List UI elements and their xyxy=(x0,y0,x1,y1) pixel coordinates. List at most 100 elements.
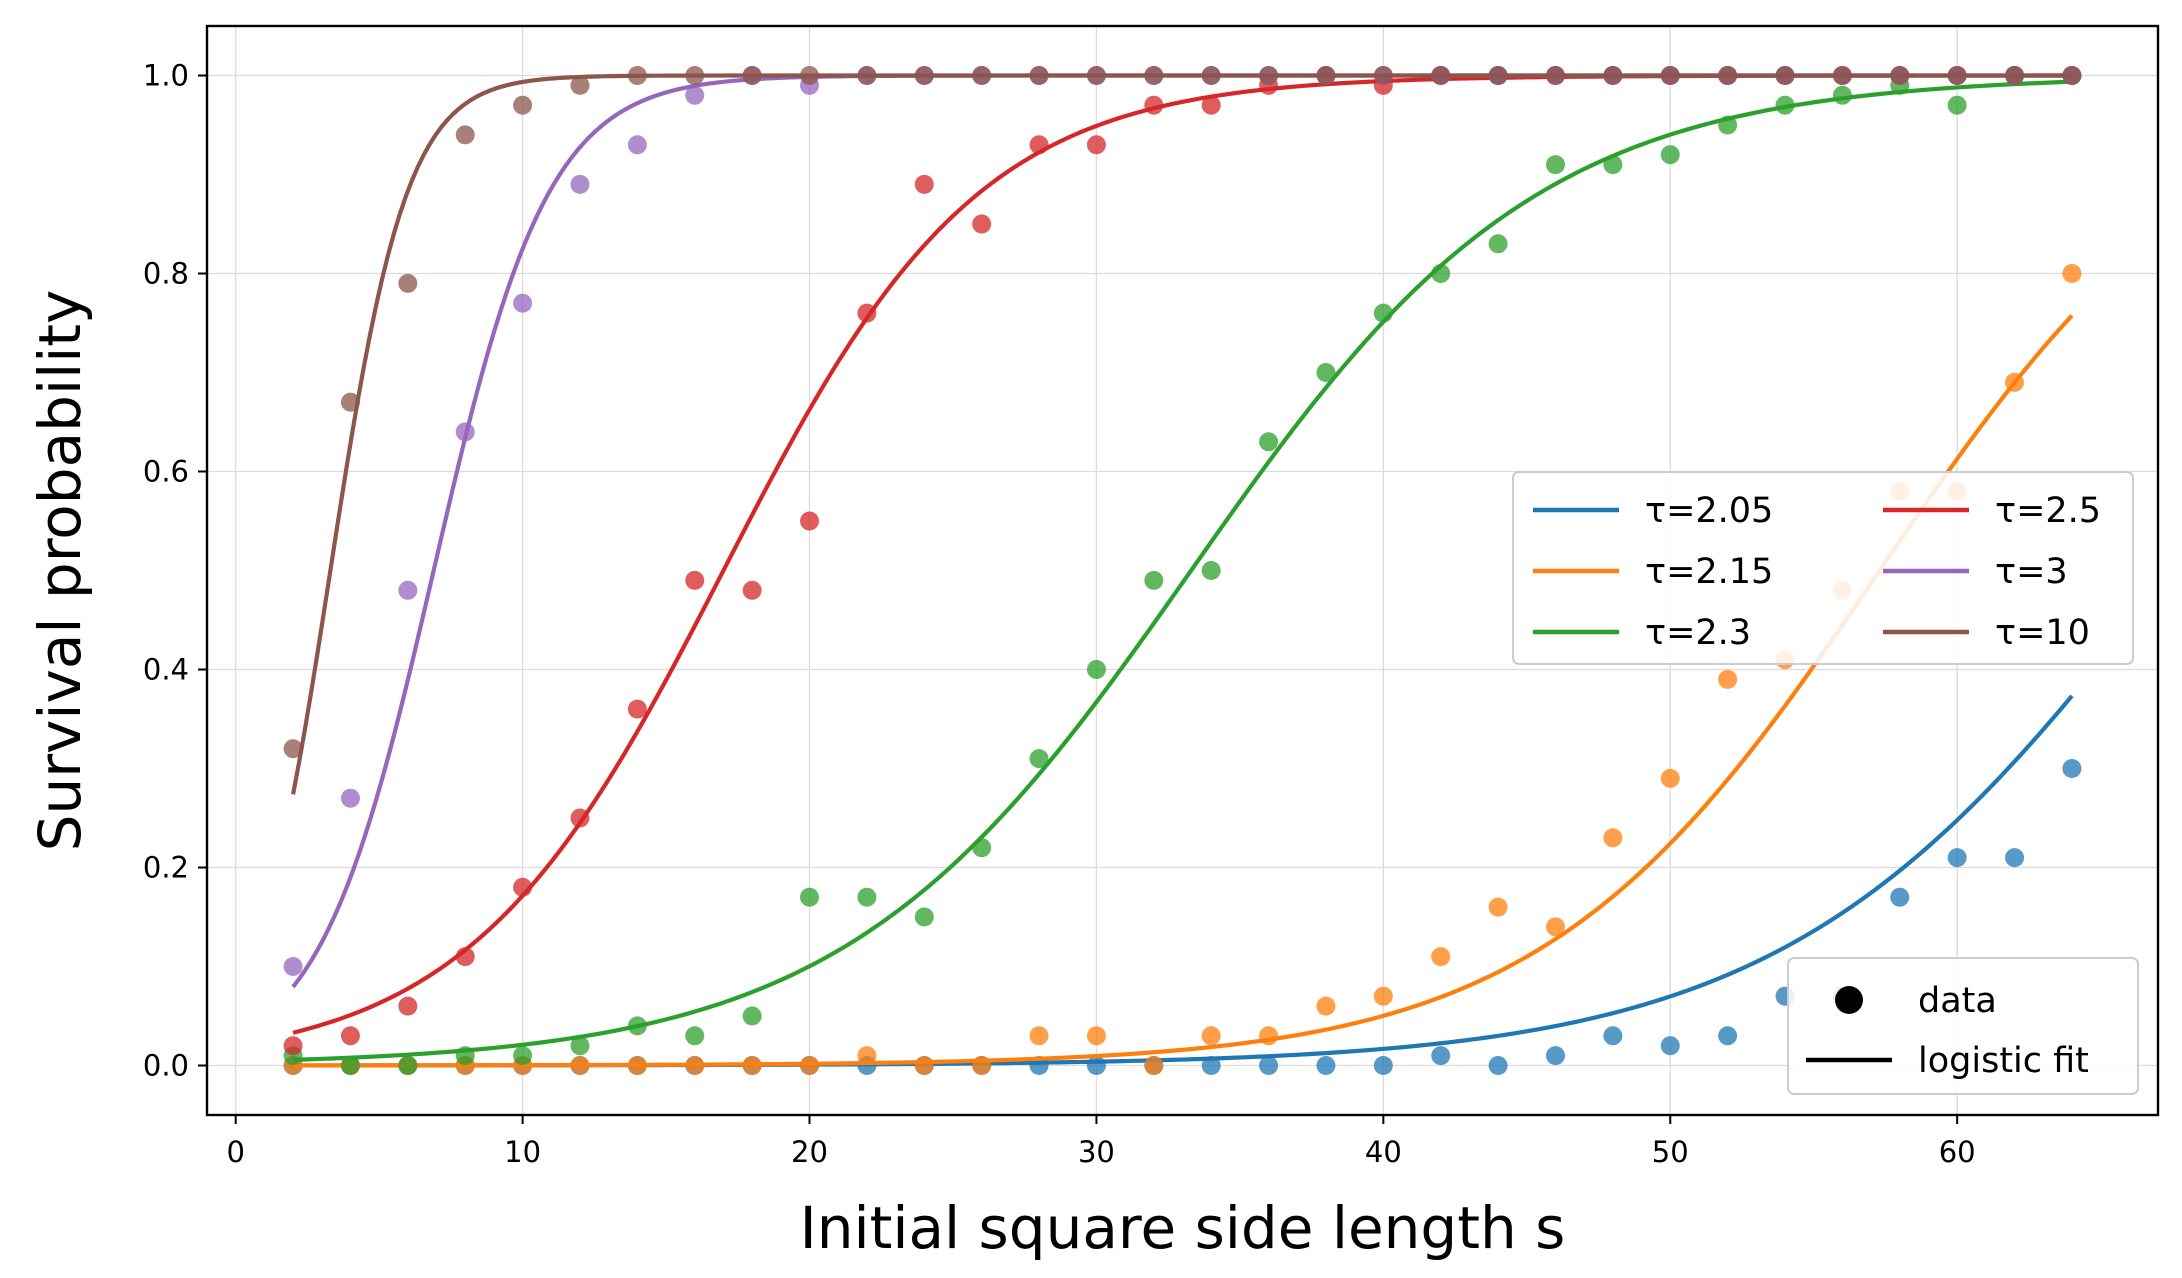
data-point xyxy=(455,422,475,442)
legend-entry: τ=3 xyxy=(1883,552,2068,592)
data-point xyxy=(570,1036,590,1056)
legend-label: τ=2.3 xyxy=(1645,613,1751,653)
y-tick-label: 0.0 xyxy=(143,1049,189,1083)
legend-style-entry: data xyxy=(1835,981,1997,1021)
x-tick-label: 50 xyxy=(1652,1135,1689,1169)
data-point xyxy=(800,511,820,531)
legend-label: τ=2.5 xyxy=(1995,491,2101,531)
data-point xyxy=(1660,1036,1680,1056)
data-point xyxy=(857,887,877,907)
data-point xyxy=(398,273,418,293)
legend-label: τ=2.15 xyxy=(1645,552,1773,592)
data-point xyxy=(1259,66,1279,85)
data-point xyxy=(1259,1056,1279,1075)
fit-line xyxy=(293,79,2073,1062)
data-point xyxy=(685,66,705,85)
data-point xyxy=(1718,66,1738,85)
data-point xyxy=(1201,66,1221,85)
data-point xyxy=(914,1056,934,1075)
data-point xyxy=(1086,135,1106,155)
data-point xyxy=(1545,1046,1565,1066)
ticks: 0 10 20 30 40 50 60 0.0 0.2 0.4 0.6 0.8 1.0 xyxy=(143,59,1976,1170)
data-point xyxy=(1144,95,1164,115)
data-point xyxy=(340,1056,360,1075)
data-point xyxy=(1201,561,1221,580)
data-point xyxy=(513,95,533,115)
legend-series-frame xyxy=(1512,471,2134,665)
data-point xyxy=(1832,85,1852,105)
data-point xyxy=(1488,897,1508,917)
data-point xyxy=(627,1056,647,1075)
data-point xyxy=(1890,66,1910,85)
data-point xyxy=(1201,95,1221,115)
data-point xyxy=(800,66,820,85)
data-point xyxy=(1431,264,1451,283)
data-point xyxy=(1259,1026,1279,1046)
data-point xyxy=(1718,1026,1738,1046)
data-point xyxy=(513,293,533,313)
data-point xyxy=(1545,66,1565,85)
data-point xyxy=(1603,66,1623,85)
data-point xyxy=(1086,66,1106,85)
data-point xyxy=(1660,768,1680,788)
legend-label: τ=2.05 xyxy=(1645,491,1773,531)
legend-entry: τ=2.5 xyxy=(1883,491,2101,531)
data-point xyxy=(570,808,590,828)
data-point xyxy=(455,947,475,967)
data-point xyxy=(972,1056,992,1075)
legend-entry: τ=10 xyxy=(1883,613,2090,653)
data-point xyxy=(914,174,934,194)
data-point xyxy=(570,174,590,194)
data-point xyxy=(1029,135,1049,155)
x-tick-label: 40 xyxy=(1365,1135,1402,1169)
data-point xyxy=(1890,887,1910,907)
data-point xyxy=(685,570,705,590)
data-point xyxy=(1545,917,1565,937)
data-point xyxy=(1718,669,1738,689)
data-point xyxy=(742,1006,762,1026)
series-5 xyxy=(283,66,2082,795)
data-point xyxy=(1144,66,1164,85)
data-point xyxy=(742,66,762,85)
data-point xyxy=(1488,1056,1508,1075)
data-point xyxy=(1373,303,1393,323)
data-point xyxy=(1373,66,1393,85)
data-point xyxy=(570,1056,590,1075)
data-point xyxy=(1775,66,1795,85)
legend-dot-marker xyxy=(1835,986,1863,1014)
x-tick-label: 10 xyxy=(504,1135,541,1169)
data-point xyxy=(513,1046,533,1066)
data-point xyxy=(1316,996,1336,1016)
data-point xyxy=(1947,95,1967,115)
data-point xyxy=(1603,155,1623,175)
x-tick-label: 30 xyxy=(1078,1135,1115,1169)
data-point xyxy=(1086,1026,1106,1046)
data-point xyxy=(513,877,533,897)
data-point xyxy=(283,957,303,976)
data-point xyxy=(800,1056,820,1075)
y-axis-title: Survival probability xyxy=(26,290,94,852)
data-point xyxy=(685,1026,705,1046)
data-point xyxy=(2005,848,2025,868)
data-point xyxy=(1775,95,1795,115)
data-point xyxy=(1201,1056,1221,1075)
data-point xyxy=(2005,372,2025,392)
y-tick-label: 0.4 xyxy=(143,653,189,687)
data-point xyxy=(283,739,303,759)
y-tick-label: 0.6 xyxy=(143,455,189,489)
data-point xyxy=(1029,66,1049,85)
data-point xyxy=(2062,759,2082,778)
data-point xyxy=(1545,155,1565,175)
x-tick-label: 20 xyxy=(791,1135,828,1169)
data-point xyxy=(627,66,647,85)
data-point xyxy=(1718,115,1738,135)
fit-line xyxy=(293,314,2074,1068)
data-point xyxy=(1316,66,1336,85)
data-point xyxy=(1431,66,1451,85)
data-point xyxy=(2062,66,2082,85)
data-point xyxy=(1373,1056,1393,1075)
data-point xyxy=(972,214,992,234)
x-tick-label: 0 xyxy=(226,1135,244,1169)
data-point xyxy=(627,1016,647,1036)
